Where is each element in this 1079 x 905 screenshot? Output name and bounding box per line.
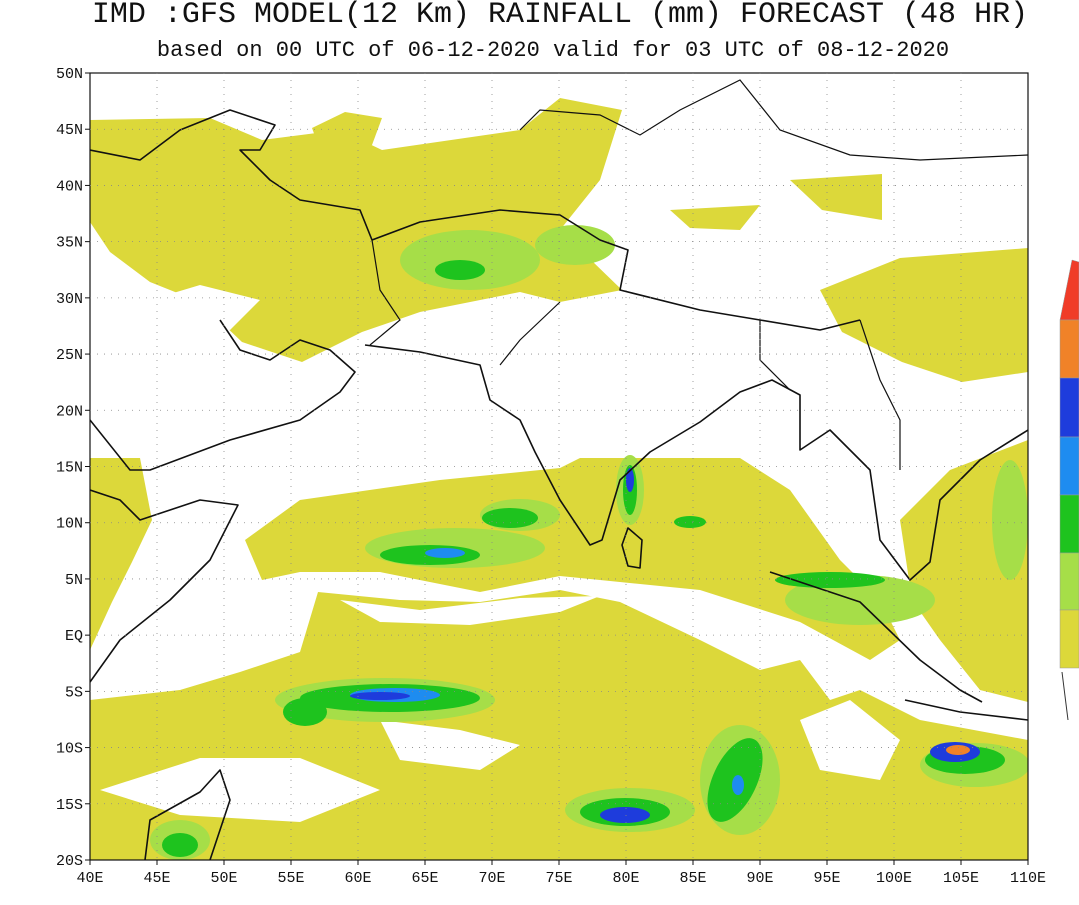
lat-label: 5S xyxy=(65,684,83,701)
lon-label: 40E xyxy=(76,870,103,887)
lat-label: 5N xyxy=(65,572,83,589)
lat-label: 40N xyxy=(56,178,83,195)
lat-label: 35N xyxy=(56,235,83,252)
lon-label: 75E xyxy=(545,870,572,887)
lon-label: 55E xyxy=(277,870,304,887)
lon-label: 45E xyxy=(143,870,170,887)
lat-label: 15N xyxy=(56,460,83,477)
lon-label: 110E xyxy=(1010,870,1046,887)
map-title: IMD :GFS MODEL(12 Km) RAINFALL (mm) FORE… xyxy=(92,0,1028,32)
map-subtitle: based on 00 UTC of 06-12-2020 valid for … xyxy=(157,38,949,63)
lat-label: 25N xyxy=(56,347,83,364)
lon-label: 80E xyxy=(612,870,639,887)
lon-label: 95E xyxy=(813,870,840,887)
lon-label: 85E xyxy=(679,870,706,887)
lon-label: 50E xyxy=(210,870,237,887)
lat-label: 10N xyxy=(56,516,83,533)
lat-label: 10S xyxy=(56,741,83,758)
lat-label: 45N xyxy=(56,122,83,139)
lon-label: 70E xyxy=(478,870,505,887)
color-scale xyxy=(1059,259,1079,721)
lat-label: 15S xyxy=(56,797,83,814)
lat-label: 50N xyxy=(56,66,83,83)
lon-label: 100E xyxy=(876,870,912,887)
lon-label: 90E xyxy=(746,870,773,887)
lat-label: 30N xyxy=(56,291,83,308)
lat-label: 20S xyxy=(56,853,83,870)
lon-label: 105E xyxy=(943,870,979,887)
lon-label: 60E xyxy=(344,870,371,887)
rainfall-field xyxy=(90,79,1028,860)
lon-label: 65E xyxy=(411,870,438,887)
lat-label: 20N xyxy=(56,403,83,420)
lat-label: EQ xyxy=(65,628,83,645)
graticule xyxy=(85,72,1029,865)
